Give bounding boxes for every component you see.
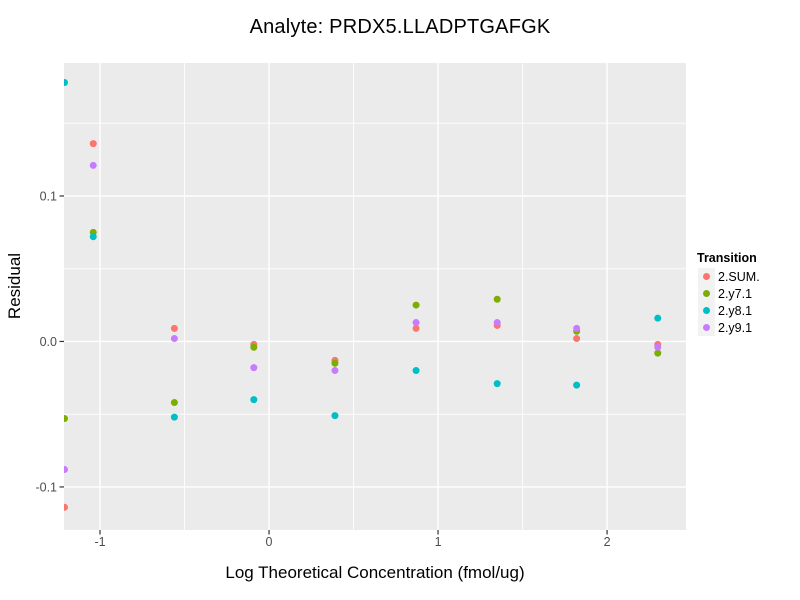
legend-item-2.y9.1: 2.y9.1 [697, 319, 760, 336]
data-point-2.y7.1 [250, 343, 258, 351]
chart-title: Analyte: PRDX5.LLADPTGAFGK [249, 16, 551, 38]
data-point-2.SUM. [64, 503, 69, 511]
legend-item-2.y8.1: 2.y8.1 [697, 302, 760, 319]
legend-item-2.SUM.: 2.SUM. [697, 268, 760, 285]
data-point-2.y9.1 [64, 465, 69, 473]
y-tick-label: 0.1 [40, 189, 57, 203]
data-point-2.y8.1 [89, 233, 97, 241]
data-point-2.y9.1 [89, 161, 97, 169]
data-point-2.y8.1 [654, 314, 662, 322]
data-point-2.y9.1 [654, 343, 662, 351]
x-tick-label: 0 [266, 535, 273, 549]
legend-key [698, 285, 715, 302]
data-point-2.SUM. [412, 324, 420, 332]
data-point-2.y9.1 [170, 335, 178, 343]
legend-label: 2.SUM. [718, 269, 760, 284]
data-point-2.y8.1 [412, 367, 420, 375]
data-point-2.y8.1 [493, 380, 501, 388]
data-point-2.y7.1 [493, 295, 501, 303]
legend-dot-icon [703, 324, 710, 331]
legend-dot-icon [703, 307, 710, 314]
data-point-2.y8.1 [331, 412, 339, 420]
x-tick-label: -1 [94, 535, 105, 549]
data-point-2.SUM. [89, 140, 97, 148]
data-point-2.y7.1 [64, 415, 69, 423]
legend-title: Transition [697, 251, 757, 265]
data-point-2.y8.1 [250, 396, 258, 404]
data-point-2.SUM. [573, 335, 581, 343]
legend-dot-icon [703, 273, 710, 280]
data-point-2.y9.1 [493, 319, 501, 327]
legend-key [698, 268, 715, 285]
y-tick-label: 0.0 [40, 335, 57, 349]
data-point-2.y9.1 [331, 367, 339, 375]
data-point-2.y9.1 [573, 324, 581, 332]
x-tick-label: 2 [604, 535, 611, 549]
data-point-2.y9.1 [412, 319, 420, 327]
legend-key [698, 319, 715, 336]
data-point-2.y8.1 [573, 381, 581, 389]
y-tick-label: -0.1 [35, 480, 57, 494]
data-point-2.y8.1 [64, 78, 69, 86]
legend-key [698, 302, 715, 319]
x-tick-label: 1 [435, 535, 442, 549]
data-point-2.y8.1 [170, 413, 178, 421]
data-point-2.y7.1 [170, 399, 178, 407]
data-point-2.SUM. [170, 324, 178, 332]
legend-label: 2.y9.1 [718, 320, 753, 335]
legend-label: 2.y7.1 [718, 286, 753, 301]
data-point-2.y7.1 [654, 349, 662, 357]
legend: Transition 2.SUM. 2.y7.1 2.y8.1 2.y9.1 [697, 251, 760, 336]
legend-item-2.y7.1: 2.y7.1 [697, 285, 760, 302]
data-point-2.y7.1 [331, 359, 339, 367]
x-axis-title: Log Theoretical Concentration (fmol/ug) [225, 563, 525, 582]
plot-panel [64, 63, 686, 530]
data-point-2.y7.1 [412, 301, 420, 309]
legend-items: 2.SUM. 2.y7.1 2.y8.1 2.y9.1 [697, 268, 760, 336]
legend-label: 2.y8.1 [718, 303, 753, 318]
legend-dot-icon [703, 290, 710, 297]
data-point-2.y9.1 [250, 364, 258, 372]
